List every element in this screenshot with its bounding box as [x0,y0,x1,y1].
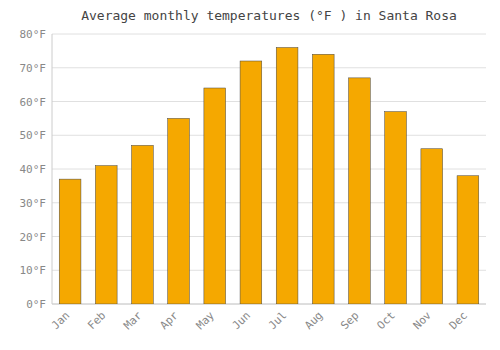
chart-svg: Average monthly temperatures (°F ) in Sa… [0,0,500,350]
grid [52,34,486,304]
x-tick-label: Oct [374,309,397,332]
x-tick-label: Feb [85,309,108,332]
bar [132,145,154,304]
y-tick-label: 40°F [20,163,47,176]
y-tick-label: 80°F [20,28,47,41]
bar [95,166,117,304]
title: Average monthly temperatures (°F ) in Sa… [81,8,457,23]
x-tick-label: Dec [447,309,470,332]
bar [168,118,190,304]
x-tick-label: Jun [230,309,253,332]
y-tick-label: 20°F [20,231,47,244]
y-tick-label: 10°F [20,264,47,277]
x-tick-label: Sep [338,309,361,332]
x-tick-label: Apr [157,309,181,333]
x-tick-label: Nov [411,309,435,333]
bar [312,54,334,304]
bar [385,112,407,304]
y-tick-label: 0°F [26,298,46,311]
y-tick-label: 30°F [20,197,47,210]
y-tick-label: 60°F [20,96,47,109]
grid-line [52,34,486,35]
bar [457,176,479,304]
y-tick-label: 70°F [20,62,47,75]
grid-line [52,67,486,68]
x-tick-label: Aug [302,309,325,332]
bars [59,48,479,305]
x-tick-label: Jul [266,309,289,332]
x-tick-label: Jan [49,309,72,332]
y-tick-label: 50°F [20,129,47,142]
grid-line [52,101,486,102]
x-tick-label: May [194,309,218,333]
grid-line [52,135,486,136]
y-axis-line [52,34,53,304]
bar [204,88,226,304]
x-tick-label: Mar [121,309,145,333]
bar [421,149,443,304]
bar [59,179,81,304]
chart-container: Average monthly temperatures (°F ) in Sa… [0,0,500,350]
bar [276,48,298,305]
bar [240,61,262,304]
bar [349,78,371,304]
